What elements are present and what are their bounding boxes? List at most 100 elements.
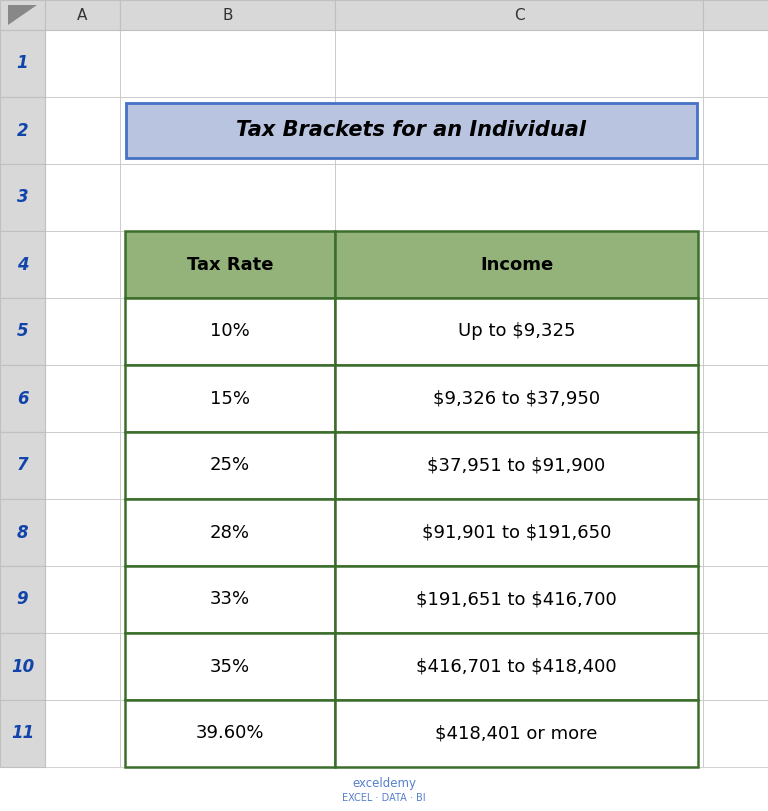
Text: 1: 1 <box>17 54 28 72</box>
Bar <box>45 0 120 30</box>
Text: 28%: 28% <box>210 523 250 542</box>
Text: \$418,401 or more: \$418,401 or more <box>435 724 598 743</box>
Bar <box>120 566 335 633</box>
Text: A: A <box>78 7 88 23</box>
Bar <box>45 566 120 633</box>
Text: B: B <box>222 7 233 23</box>
Bar <box>125 432 335 499</box>
Text: 39.60%: 39.60% <box>196 724 264 743</box>
Bar <box>703 30 768 97</box>
Bar <box>335 499 698 566</box>
Bar <box>703 499 768 566</box>
Bar <box>120 700 335 767</box>
Text: C: C <box>514 7 525 23</box>
Text: \$191,651 to \$416,700: \$191,651 to \$416,700 <box>416 590 617 608</box>
Bar <box>45 298 120 365</box>
Text: EXCEL · DATA · BI: EXCEL · DATA · BI <box>343 793 425 803</box>
Bar <box>0 700 45 767</box>
Bar <box>120 97 335 164</box>
Bar <box>126 103 697 158</box>
Bar <box>0 0 45 30</box>
Bar <box>335 231 698 298</box>
Text: 2: 2 <box>17 122 28 139</box>
Bar <box>703 97 768 164</box>
Bar <box>335 432 703 499</box>
Bar <box>335 700 703 767</box>
Bar <box>335 432 698 499</box>
Bar <box>45 231 120 298</box>
Bar <box>45 365 120 432</box>
Bar <box>703 566 768 633</box>
Bar <box>45 164 120 231</box>
Text: 6: 6 <box>17 389 28 407</box>
Text: 10%: 10% <box>210 323 250 341</box>
Bar <box>0 30 45 97</box>
Bar <box>335 700 698 767</box>
Bar <box>703 298 768 365</box>
Bar <box>125 700 335 767</box>
Bar <box>120 164 335 231</box>
Bar <box>0 298 45 365</box>
Bar <box>335 566 703 633</box>
Bar <box>0 499 45 566</box>
Text: 8: 8 <box>17 523 28 542</box>
Text: Tax Brackets for an Individual: Tax Brackets for an Individual <box>237 121 587 140</box>
Bar <box>335 365 703 432</box>
Bar <box>120 0 335 30</box>
Text: 4: 4 <box>17 255 28 273</box>
Bar <box>335 566 698 633</box>
Bar <box>703 633 768 700</box>
Bar <box>0 566 45 633</box>
Text: Income: Income <box>480 255 553 273</box>
Bar <box>703 231 768 298</box>
Bar <box>703 365 768 432</box>
Text: \$91,901 to \$191,650: \$91,901 to \$191,650 <box>422 523 611 542</box>
Bar <box>703 432 768 499</box>
Text: 3: 3 <box>17 188 28 207</box>
Text: exceldemy: exceldemy <box>352 777 416 790</box>
Bar <box>45 30 120 97</box>
Polygon shape <box>8 5 37 25</box>
Bar <box>120 365 335 432</box>
Bar <box>335 633 703 700</box>
Bar <box>0 365 45 432</box>
Text: 7: 7 <box>17 457 28 474</box>
Bar <box>120 30 335 97</box>
Bar <box>0 633 45 700</box>
Text: \$9,326 to \$37,950: \$9,326 to \$37,950 <box>433 389 600 407</box>
Bar <box>335 0 703 30</box>
Bar <box>45 633 120 700</box>
Bar <box>120 298 335 365</box>
Bar <box>335 30 703 97</box>
Text: 35%: 35% <box>210 658 250 676</box>
Bar <box>45 432 120 499</box>
Bar <box>120 499 335 566</box>
Bar <box>335 298 698 365</box>
Bar <box>45 700 120 767</box>
Bar <box>125 633 335 700</box>
Bar <box>0 97 45 164</box>
Text: 5: 5 <box>17 323 28 341</box>
Bar <box>45 97 120 164</box>
Text: \$37,951 to \$91,900: \$37,951 to \$91,900 <box>427 457 606 474</box>
Text: Tax Rate: Tax Rate <box>187 255 273 273</box>
Text: \$416,701 to \$418,400: \$416,701 to \$418,400 <box>416 658 617 676</box>
Bar <box>120 633 335 700</box>
Text: 10: 10 <box>11 658 34 676</box>
Text: 15%: 15% <box>210 389 250 407</box>
Bar <box>703 164 768 231</box>
Bar <box>335 231 703 298</box>
Bar <box>0 432 45 499</box>
Bar <box>120 432 335 499</box>
Text: Up to \$9,325: Up to \$9,325 <box>458 323 575 341</box>
Text: 9: 9 <box>17 590 28 608</box>
Bar <box>0 231 45 298</box>
Bar <box>120 231 335 298</box>
Bar <box>125 231 335 298</box>
Text: 33%: 33% <box>210 590 250 608</box>
Bar <box>335 164 703 231</box>
Bar <box>125 365 335 432</box>
Bar <box>335 499 703 566</box>
Bar <box>335 633 698 700</box>
Bar <box>125 298 335 365</box>
